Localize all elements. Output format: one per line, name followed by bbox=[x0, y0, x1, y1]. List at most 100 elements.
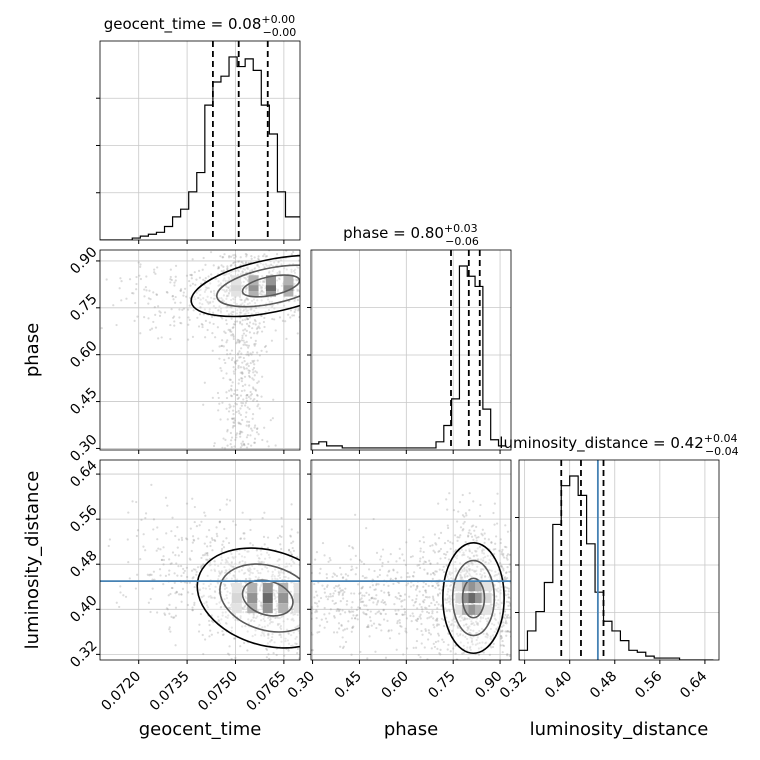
scatter-point bbox=[290, 541, 293, 545]
scatter-point bbox=[200, 564, 204, 568]
scatter-point bbox=[285, 562, 288, 565]
scatter-point bbox=[245, 329, 248, 332]
scatter-point bbox=[403, 593, 407, 596]
scatter-point bbox=[225, 349, 229, 352]
scatter-point bbox=[181, 587, 185, 591]
scatter-point bbox=[261, 290, 264, 293]
scatter-point bbox=[256, 263, 259, 266]
scatter-point bbox=[319, 302, 321, 304]
scatter-point bbox=[329, 559, 332, 562]
scatter-point bbox=[213, 569, 217, 573]
scatter-point bbox=[499, 634, 503, 638]
scatter-point bbox=[430, 615, 433, 618]
hist-step-luminosity_distance bbox=[519, 475, 714, 660]
scatter-point bbox=[222, 269, 225, 272]
scatter-point bbox=[248, 331, 251, 334]
scatter-point bbox=[414, 588, 418, 591]
scatter-point bbox=[225, 569, 228, 572]
scatter-point bbox=[128, 577, 131, 580]
scatter-point bbox=[414, 600, 418, 603]
y-tick-label: 0.56 bbox=[67, 502, 100, 535]
scatter-point bbox=[483, 561, 487, 564]
scatter-point bbox=[158, 310, 161, 313]
scatter-point bbox=[168, 569, 171, 572]
scatter-point bbox=[362, 283, 364, 285]
scatter-point bbox=[403, 613, 406, 616]
scatter-point bbox=[449, 541, 452, 544]
scatter-point bbox=[280, 635, 283, 639]
scatter-point bbox=[231, 270, 234, 273]
scatter-point bbox=[506, 576, 509, 580]
scatter-point bbox=[149, 298, 152, 301]
scatter-point bbox=[293, 298, 296, 301]
scatter-point bbox=[214, 336, 217, 339]
scatter-point bbox=[493, 584, 496, 587]
scatter-point bbox=[138, 274, 141, 277]
scatter-point bbox=[232, 297, 235, 300]
scatter-point bbox=[275, 616, 278, 619]
scatter-point bbox=[218, 305, 221, 308]
scatter-point bbox=[301, 275, 303, 277]
scatter-point bbox=[495, 588, 498, 591]
scatter-point bbox=[263, 615, 266, 618]
scatter-point bbox=[405, 584, 408, 587]
scatter-point bbox=[276, 616, 280, 620]
scatter-point bbox=[332, 631, 336, 634]
scatter-point bbox=[221, 446, 224, 449]
scatter-point bbox=[326, 305, 328, 307]
scatter-point bbox=[266, 642, 270, 645]
scatter-point bbox=[301, 603, 303, 605]
scatter-point bbox=[206, 328, 209, 332]
scatter-point bbox=[160, 336, 163, 339]
scatter-point bbox=[347, 311, 349, 313]
scatter-point bbox=[149, 597, 152, 601]
scatter-point bbox=[226, 428, 229, 432]
scatter-point bbox=[246, 434, 249, 437]
scatter-point bbox=[343, 287, 345, 289]
scatter-point bbox=[238, 570, 241, 573]
scatter-point bbox=[380, 589, 383, 593]
scatter-point bbox=[263, 634, 266, 637]
scatter-point bbox=[459, 670, 461, 672]
scatter-point bbox=[341, 646, 345, 650]
scatter-point bbox=[367, 606, 369, 608]
scatter-point bbox=[143, 295, 146, 298]
scatter-point bbox=[354, 554, 357, 557]
scatter-point bbox=[353, 285, 355, 287]
scatter-point bbox=[276, 591, 279, 595]
scatter-point bbox=[196, 296, 200, 300]
scatter-point bbox=[459, 615, 462, 618]
scatter-point bbox=[254, 320, 257, 323]
scatter-point bbox=[447, 600, 450, 603]
scatter-point bbox=[291, 617, 294, 620]
scatter-point bbox=[223, 330, 226, 333]
scatter-point bbox=[482, 651, 485, 654]
scatter-point bbox=[298, 289, 300, 292]
scatter-point bbox=[330, 287, 332, 289]
scatter-point bbox=[228, 606, 231, 609]
scatter-point bbox=[506, 554, 509, 557]
scatter-point bbox=[328, 610, 330, 612]
scatter-point bbox=[363, 612, 366, 615]
scatter-point bbox=[356, 696, 358, 698]
scatter-point bbox=[398, 619, 401, 622]
scatter-point bbox=[302, 565, 304, 567]
scatter-point bbox=[481, 574, 484, 577]
scatter-point bbox=[244, 290, 247, 293]
scatter-point bbox=[428, 604, 431, 608]
scatter-point bbox=[485, 632, 488, 635]
scatter-point bbox=[182, 571, 185, 575]
scatter-point bbox=[238, 560, 241, 564]
scatter-point bbox=[230, 562, 233, 565]
scatter-point bbox=[199, 293, 202, 297]
scatter-point bbox=[164, 574, 168, 578]
scatter-point bbox=[225, 622, 228, 625]
scatter-point bbox=[345, 647, 347, 649]
scatter-point bbox=[152, 518, 156, 521]
scatter-point bbox=[436, 611, 439, 614]
scatter-point bbox=[209, 629, 212, 632]
scatter-point bbox=[243, 589, 246, 593]
x-tick-label: 0.56 bbox=[632, 668, 665, 701]
scatter-point bbox=[210, 273, 213, 276]
scatter-point bbox=[480, 576, 483, 579]
